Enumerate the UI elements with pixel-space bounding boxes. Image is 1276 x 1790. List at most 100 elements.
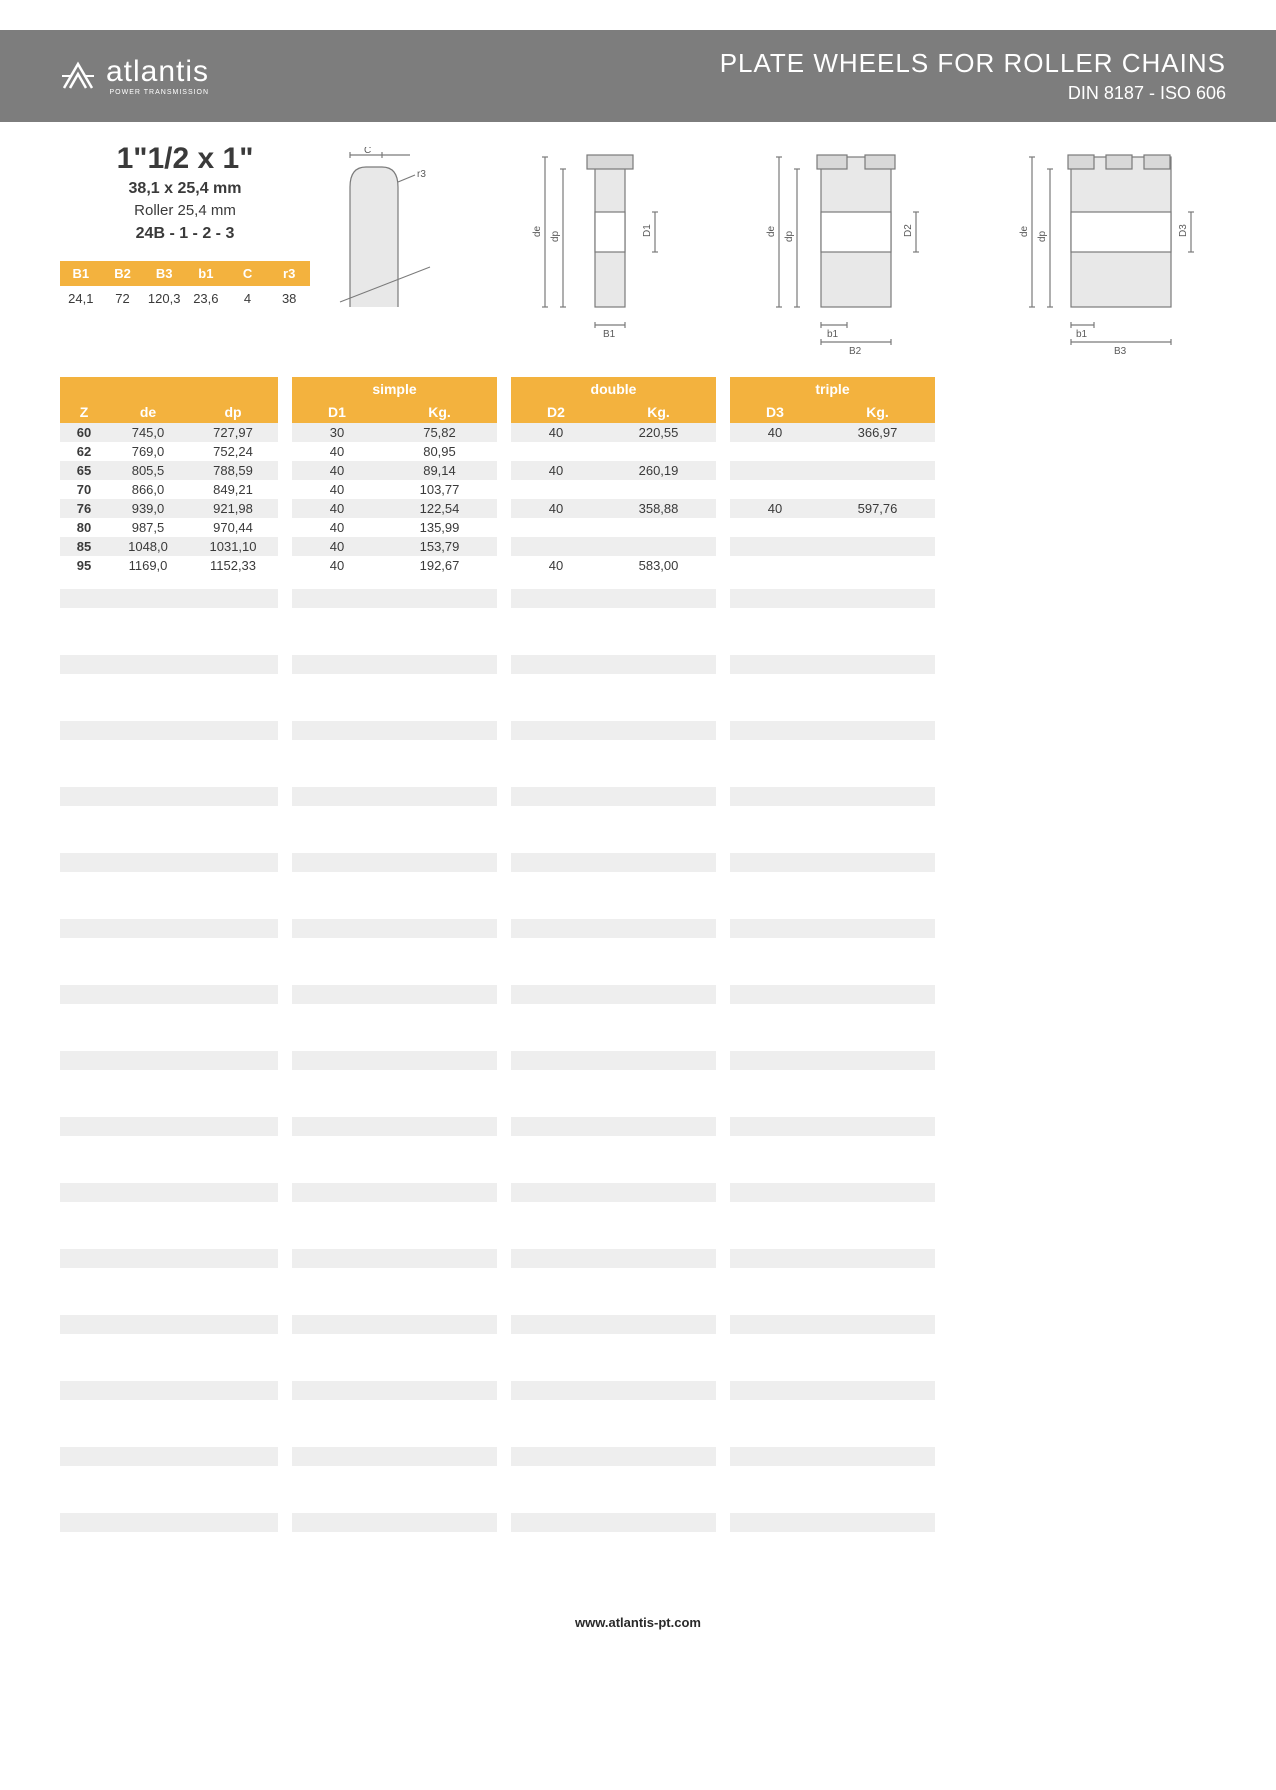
table-cell: 1031,10 xyxy=(188,539,278,554)
table-row xyxy=(60,1447,278,1466)
svg-text:de: de xyxy=(532,225,543,237)
mini-th: B2 xyxy=(102,261,144,286)
logo-subtitle: POWER TRANSMISSION xyxy=(106,89,209,96)
table-cell: 769,0 xyxy=(108,444,188,459)
table-row xyxy=(292,1183,497,1202)
table-row xyxy=(730,1348,935,1367)
table-row xyxy=(60,952,278,971)
table-row xyxy=(730,480,935,499)
table-row xyxy=(60,721,278,740)
table-row: 40220,55 xyxy=(511,423,716,442)
table-row xyxy=(730,1018,935,1037)
table-row xyxy=(511,518,716,537)
col-double: double D2 Kg. 40220,5540260,1940358,8840… xyxy=(511,377,716,1565)
table-row xyxy=(292,1315,497,1334)
table-cell: 80 xyxy=(60,520,108,535)
table-row xyxy=(730,1051,935,1070)
svg-text:D2: D2 xyxy=(903,224,914,237)
table-row xyxy=(292,1447,497,1466)
col-triple: triple D3 Kg. 40366,9740597,76 xyxy=(730,377,935,1565)
table-cell: 135,99 xyxy=(382,520,497,535)
table-row xyxy=(730,754,935,773)
page-title: PLATE WHEELS FOR ROLLER CHAINS xyxy=(720,48,1226,79)
spec-mm: 38,1 x 25,4 mm xyxy=(60,180,310,198)
table-row: 62769,0752,24 xyxy=(60,442,278,461)
table-cell: 103,77 xyxy=(382,482,497,497)
table-row xyxy=(292,886,497,905)
table-row xyxy=(292,1546,497,1565)
table-row xyxy=(511,1249,716,1268)
table-row xyxy=(511,589,716,608)
diagram-simple: de dp D1 B1 xyxy=(525,147,695,347)
table-row xyxy=(60,1249,278,1268)
table-row xyxy=(730,655,935,674)
table-row xyxy=(292,787,497,806)
table-row: 40597,76 xyxy=(730,499,935,518)
table-cell: 65 xyxy=(60,463,108,478)
table-row xyxy=(730,1480,935,1499)
svg-text:B2: B2 xyxy=(849,346,862,357)
table-cell: 75,82 xyxy=(382,425,497,440)
table-cell: 939,0 xyxy=(108,501,188,516)
table-row xyxy=(292,1249,497,1268)
table-row xyxy=(730,1249,935,1268)
table-row xyxy=(292,820,497,839)
table-row xyxy=(511,919,716,938)
table-row xyxy=(511,1480,716,1499)
table-row xyxy=(511,622,716,641)
table-row xyxy=(730,1216,935,1235)
th-de: de xyxy=(108,401,188,423)
table-row: 40583,00 xyxy=(511,556,716,575)
th-d3: D3 xyxy=(730,401,820,423)
table-cell: 866,0 xyxy=(108,482,188,497)
spec-code: 24B - 1 - 2 - 3 xyxy=(60,225,310,243)
table-row xyxy=(730,518,935,537)
table-row xyxy=(60,754,278,773)
table-row xyxy=(730,919,935,938)
table-row xyxy=(511,1183,716,1202)
table-row: 80987,5970,44 xyxy=(60,518,278,537)
table-row: 60745,0727,97 xyxy=(60,423,278,442)
table-row: 40192,67 xyxy=(292,556,497,575)
table-row xyxy=(60,1546,278,1565)
table-row xyxy=(511,886,716,905)
table-row xyxy=(730,461,935,480)
table-row xyxy=(511,655,716,674)
table-cell: 40 xyxy=(292,444,382,459)
table-row xyxy=(511,853,716,872)
table-row xyxy=(730,1414,935,1433)
table-row xyxy=(511,480,716,499)
th-double: double xyxy=(511,377,716,401)
table-row xyxy=(511,1216,716,1235)
table-row xyxy=(511,442,716,461)
svg-text:dp: dp xyxy=(1037,230,1048,242)
svg-text:de: de xyxy=(766,225,777,237)
table-cell: 220,55 xyxy=(601,425,716,440)
table-cell: 80,95 xyxy=(382,444,497,459)
mini-th: B1 xyxy=(60,261,102,286)
header-bar: atlantis POWER TRANSMISSION PLATE WHEELS… xyxy=(0,30,1276,122)
table-cell: 745,0 xyxy=(108,425,188,440)
table-row xyxy=(60,787,278,806)
svg-text:C: C xyxy=(364,147,371,156)
table-row xyxy=(60,919,278,938)
table-cell: 40 xyxy=(292,482,382,497)
table-row xyxy=(292,1381,497,1400)
table-row xyxy=(292,853,497,872)
table-row xyxy=(292,952,497,971)
table-row xyxy=(730,1282,935,1301)
th-kg2: Kg. xyxy=(601,401,716,423)
table-row xyxy=(511,1282,716,1301)
table-row xyxy=(730,442,935,461)
table-cell: 921,98 xyxy=(188,501,278,516)
mini-th: B3 xyxy=(143,261,185,286)
table-row xyxy=(730,556,935,575)
table-row xyxy=(60,1018,278,1037)
table-row xyxy=(511,1117,716,1136)
table-row xyxy=(292,1348,497,1367)
table-row xyxy=(730,1546,935,1565)
spec-main: 1"1/2 x 1" xyxy=(60,142,310,176)
table-cell: 1152,33 xyxy=(188,558,278,573)
table-cell: 1169,0 xyxy=(108,558,188,573)
footer-url: www.atlantis-pt.com xyxy=(60,1615,1216,1630)
